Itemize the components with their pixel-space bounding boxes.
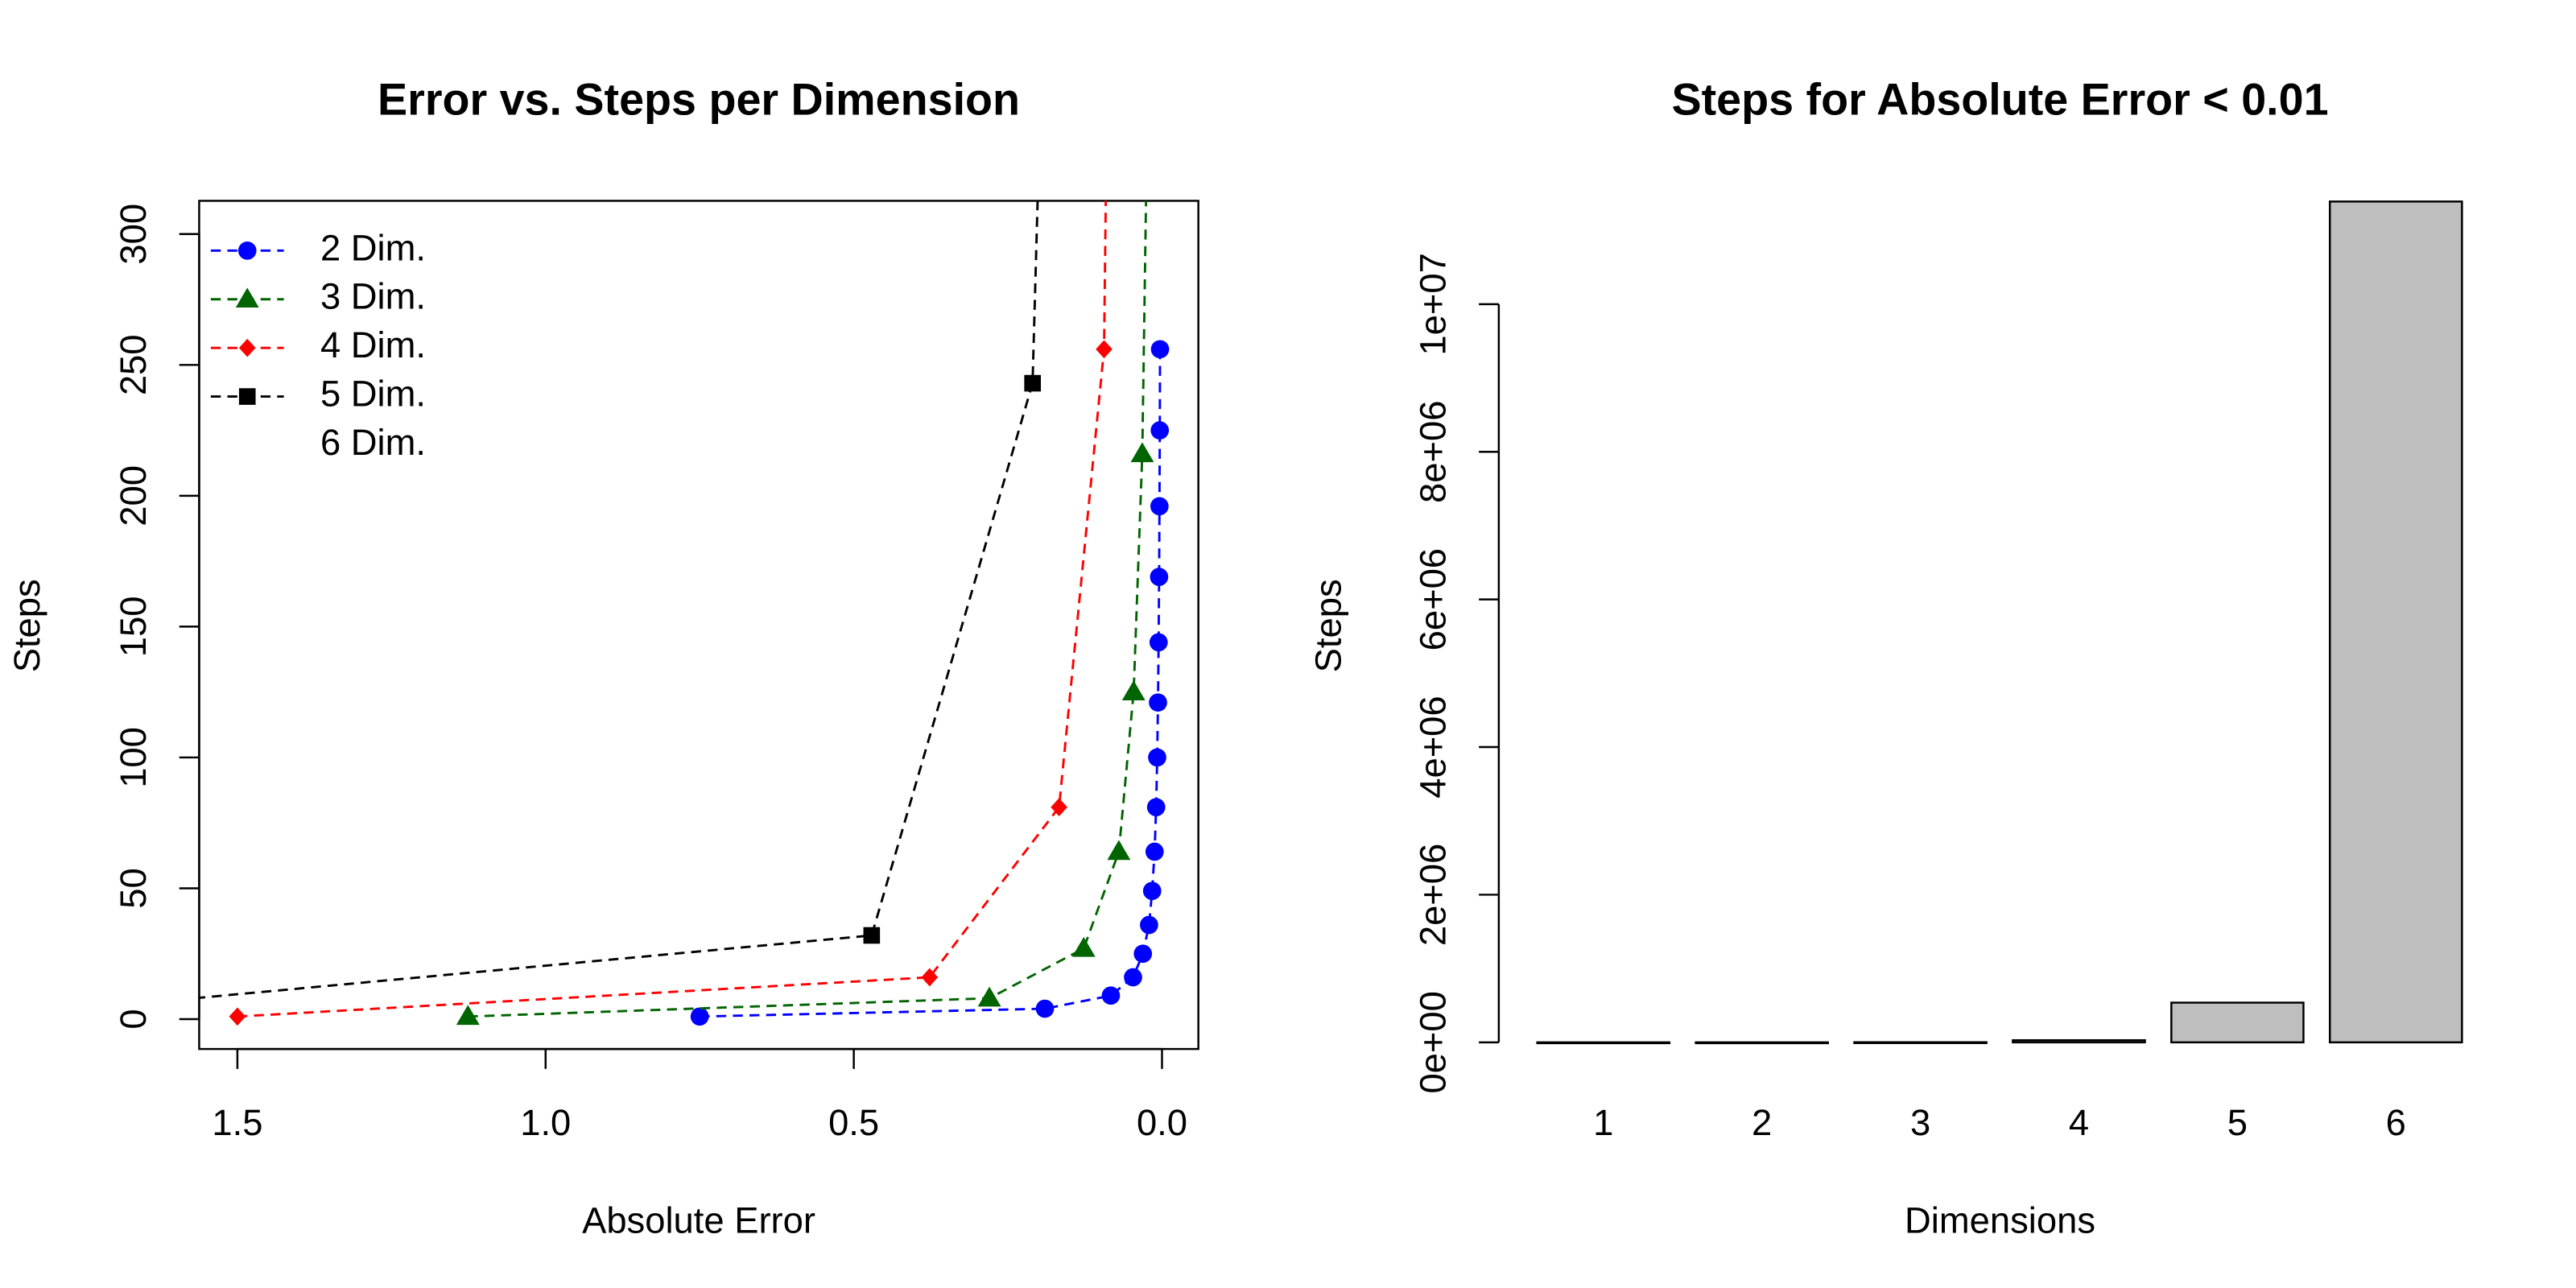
marker [690, 1007, 709, 1026]
x-tick-label: 1.0 [520, 1102, 571, 1143]
bar [2170, 1001, 2305, 1044]
chart-title: Error vs. Steps per Dimension [378, 75, 1020, 125]
marker [235, 287, 259, 308]
y-tick-label: 100 [113, 727, 154, 788]
marker [1024, 374, 1041, 392]
marker [1150, 340, 1170, 359]
x-tick-label: 5 [2227, 1102, 2248, 1143]
bar [2012, 1038, 2146, 1044]
y-tick-label: 1e+07 [1412, 253, 1453, 355]
y-tick-label: 0e+00 [1412, 991, 1453, 1093]
legend-label: 2 Dim. [320, 227, 426, 268]
marker [1133, 944, 1153, 964]
x-tick-label: 2 [1752, 1102, 1772, 1143]
legend-label: 4 Dim. [320, 324, 426, 365]
x-tick-label: 3 [1910, 1102, 1930, 1143]
marker [1035, 999, 1055, 1018]
marker [1107, 840, 1131, 861]
marker [1148, 748, 1166, 767]
x-tick-label: 0.5 [828, 1102, 879, 1143]
legend-label: 5 Dim. [320, 374, 426, 415]
marker [1150, 568, 1169, 586]
y-tick-label: 200 [113, 465, 154, 526]
x-tick-label: 4 [2069, 1102, 2089, 1143]
bar [1853, 1041, 1988, 1044]
marker [1101, 986, 1121, 1005]
marker [1071, 936, 1096, 957]
bar [1536, 1041, 1671, 1045]
x-tick-label: 1.5 [212, 1102, 262, 1143]
y-tick-label: 2e+06 [1412, 844, 1453, 946]
marker [456, 1005, 480, 1026]
y-axis-label: Steps [6, 579, 47, 672]
marker [1124, 968, 1142, 987]
y-tick-label: 4e+06 [1412, 696, 1453, 798]
marker [238, 388, 256, 405]
y-tick-label: 300 [113, 204, 154, 265]
y-axis-label: Steps [1308, 579, 1349, 672]
y-tick-label: 6e+06 [1412, 548, 1453, 650]
marker [1121, 680, 1146, 700]
marker [1142, 881, 1162, 901]
marker [1096, 340, 1113, 359]
y-tick-label: 50 [113, 868, 154, 908]
bar [1695, 1041, 1829, 1045]
x-tick-label: 1 [1593, 1102, 1613, 1143]
marker [1140, 915, 1158, 935]
x-axis-label: Dimensions [1905, 1200, 2095, 1241]
x-axis-label: Absolute Error [582, 1200, 815, 1241]
chart-title: Steps for Absolute Error < 0.01 [1672, 75, 2329, 125]
marker [1149, 633, 1168, 652]
x-tick-label: 0.0 [1137, 1102, 1187, 1143]
y-tick-label: 8e+06 [1412, 401, 1453, 503]
marker [1051, 798, 1067, 817]
legend-label: 6 Dim. [320, 422, 426, 463]
marker [1150, 497, 1169, 516]
y-tick-label: 250 [113, 334, 154, 395]
legend-label: 3 Dim. [320, 276, 426, 317]
marker [1146, 798, 1166, 817]
marker [1130, 442, 1154, 463]
marker [1149, 693, 1167, 712]
series-line [700, 349, 1162, 1018]
plot-area [199, 200, 1170, 1026]
y-tick-label: 0 [113, 1009, 154, 1029]
bar [2328, 200, 2463, 1044]
marker [229, 1007, 246, 1026]
marker [1145, 842, 1164, 861]
marker [977, 986, 1001, 1007]
marker [1150, 421, 1170, 440]
y-tick-label: 150 [113, 597, 154, 658]
marker [863, 927, 881, 944]
marker [237, 242, 257, 260]
x-tick-label: 6 [2386, 1102, 2406, 1143]
series-line [199, 200, 1039, 999]
